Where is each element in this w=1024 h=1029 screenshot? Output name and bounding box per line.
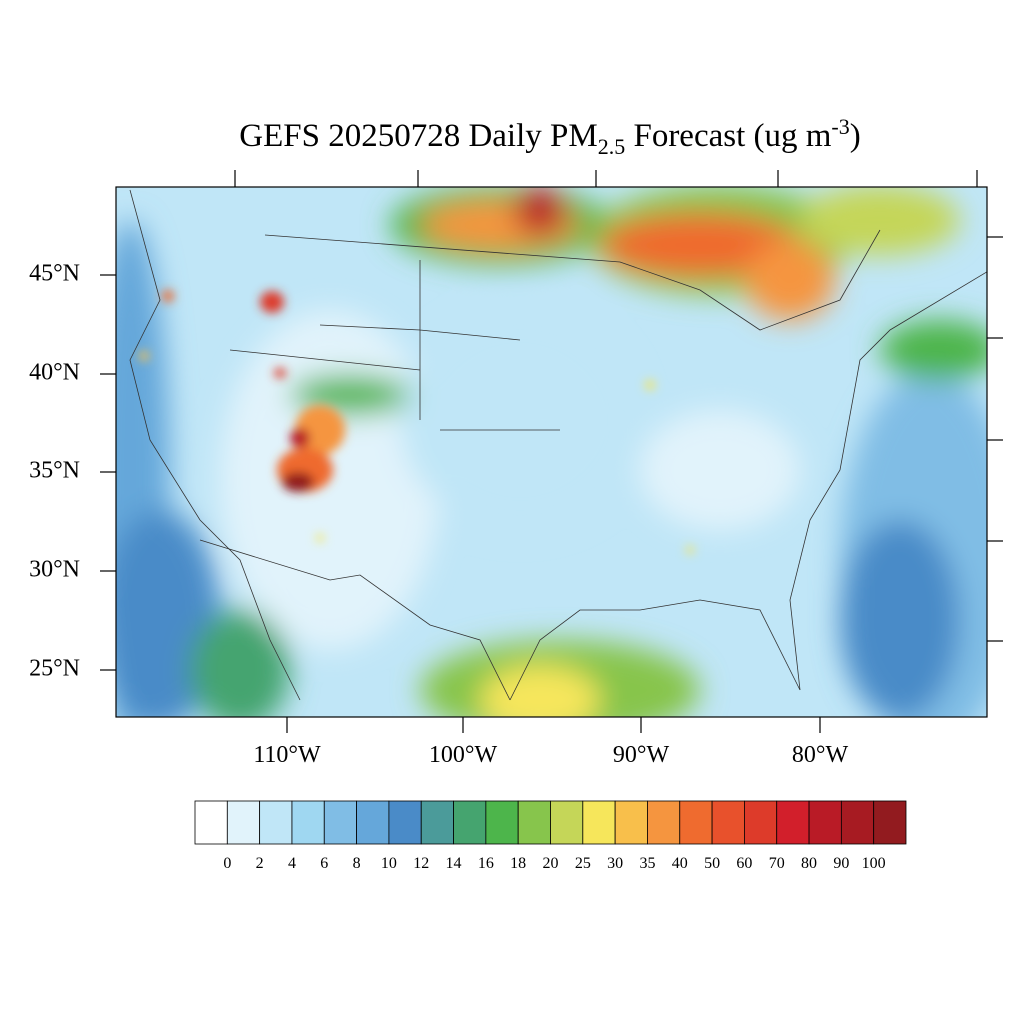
colorbar-label: 60 (736, 855, 752, 872)
colorbar-box (388, 800, 422, 845)
lon-label: 100°W (429, 742, 498, 768)
colorbar-label: 30 (607, 855, 623, 872)
colorbar-label: 70 (769, 855, 785, 872)
lat-label: 25°N (29, 656, 80, 682)
colorbar-label: 4 (288, 855, 296, 872)
lat-label: 30°N (29, 557, 80, 583)
colorbar-box (840, 800, 875, 845)
colorbar-box (291, 800, 325, 845)
colorbar-box (582, 800, 616, 845)
colorbar-box (711, 800, 745, 845)
colorbar-box (550, 800, 584, 845)
title-rest: Forecast (ug m (625, 118, 832, 154)
colorbar-box (614, 800, 648, 845)
colorbar-label: 8 (353, 855, 361, 872)
colorbar-label: 14 (446, 855, 462, 872)
colorbar-label: 6 (320, 855, 328, 872)
title-close: ) (850, 118, 861, 154)
colorbar-box (647, 800, 681, 845)
colorbar-box (323, 800, 357, 845)
colorbar-box (453, 800, 487, 845)
title: GEFS 20250728 Daily PM2.5 Forecast (ug m… (239, 114, 861, 159)
colorbar-box (808, 800, 842, 845)
title-superscript: -3 (831, 114, 849, 139)
colorbar-box (873, 800, 907, 845)
colorbar-box (517, 800, 551, 845)
colorbar-box (744, 800, 778, 845)
title-subscript: 2.5 (598, 134, 626, 159)
colorbar-label: 100 (862, 855, 886, 872)
colorbar-label: 25 (575, 855, 591, 872)
colorbar-box (679, 800, 713, 845)
colorbar-label: 12 (413, 855, 429, 872)
colorbar-box (226, 800, 261, 845)
colorbar-box (485, 800, 519, 845)
colorbar: 0 2 4 6 8 10 12 14 16 18 20 25 30 35 40 50 60 70 80 90 100 (194, 800, 907, 872)
colorbar-label: 2 (256, 855, 264, 872)
colorbar-label: 35 (639, 855, 655, 872)
colorbar-box (356, 800, 390, 845)
colorbar-label: 50 (704, 855, 720, 872)
lat-label: 40°N (29, 360, 80, 386)
colorbar-label: 40 (672, 855, 688, 872)
lon-label: 110°W (253, 742, 321, 768)
colorbar-box (259, 800, 293, 845)
lon-label: 90°W (613, 742, 670, 768)
colorbar-label: 10 (381, 855, 397, 872)
colorbar-label: 20 (543, 855, 559, 872)
colorbar-label: 16 (478, 855, 494, 872)
colorbar-box (194, 800, 228, 845)
colorbar-label: 80 (801, 855, 817, 872)
colorbar-box (420, 800, 454, 845)
colorbar-label: 90 (833, 855, 849, 872)
pm25-field (116, 187, 987, 717)
lat-label: 45°N (29, 261, 80, 287)
colorbar-label: 0 (223, 855, 231, 872)
map-ticks (100, 170, 1003, 733)
colorbar-label: 18 (510, 855, 526, 872)
lat-label: 35°N (29, 458, 80, 484)
boundaries (129, 189, 987, 701)
title-main: GEFS 20250728 Daily PM (239, 118, 597, 154)
map-frame (115, 186, 988, 718)
lon-label: 80°W (792, 742, 849, 768)
colorbar-box (776, 800, 810, 845)
